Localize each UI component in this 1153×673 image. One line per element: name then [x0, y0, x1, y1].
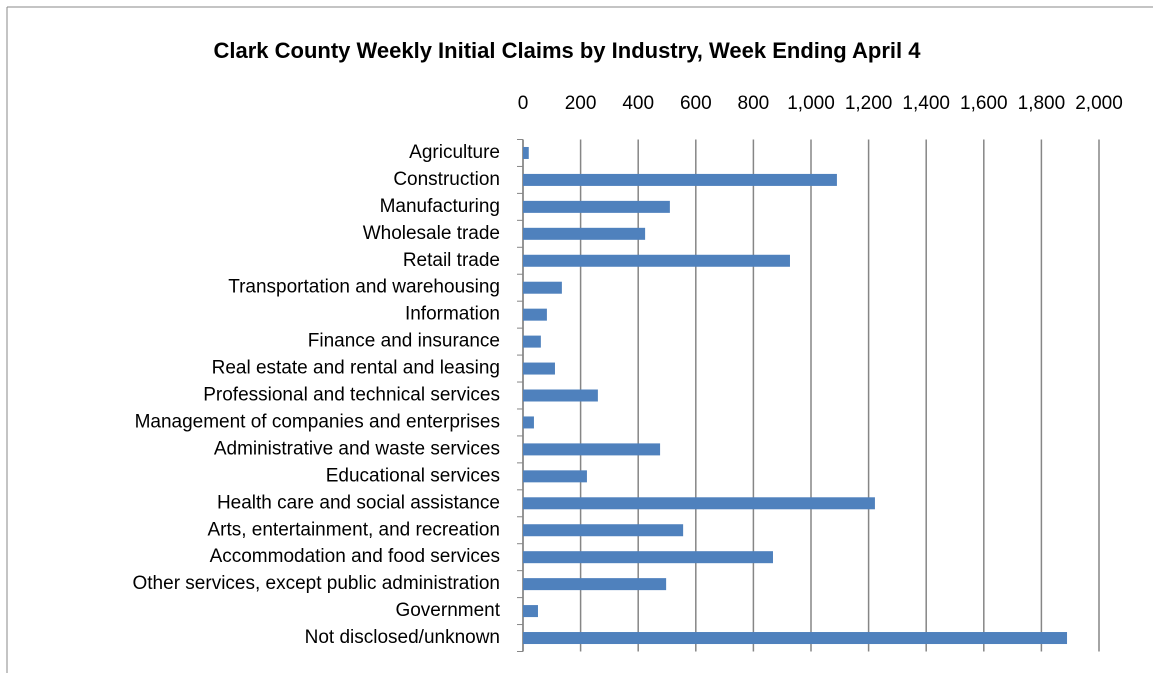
y-tick-label: Not disclosed/unknown	[305, 627, 500, 648]
bar	[523, 524, 684, 537]
y-tick-label: Other services, except public administra…	[133, 573, 501, 594]
x-tick-label: 600	[680, 93, 712, 114]
x-tick-label: 1,600	[960, 93, 1008, 114]
bar	[523, 200, 670, 213]
bar	[523, 254, 790, 267]
bar	[523, 578, 667, 591]
y-tick-label: Real estate and rental and leasing	[212, 358, 500, 379]
y-tick-label: Construction	[393, 169, 500, 190]
bar	[523, 605, 538, 618]
bar	[523, 497, 875, 510]
y-tick-label: Finance and insurance	[308, 331, 500, 352]
y-tick-label: Agriculture	[409, 142, 500, 163]
bar	[523, 146, 529, 159]
y-tick-label: Professional and technical services	[203, 385, 500, 406]
chart-title: Clark County Weekly Initial Claims by In…	[213, 38, 921, 63]
y-tick-label: Wholesale trade	[363, 223, 500, 244]
bar	[523, 632, 1068, 645]
bar	[523, 389, 598, 402]
x-tick-label: 400	[622, 93, 654, 114]
bar	[523, 173, 837, 186]
x-tick-label: 0	[518, 93, 529, 114]
x-tick-label: 1,400	[902, 93, 950, 114]
y-tick-label: Government	[395, 600, 500, 621]
y-tick-label: Manufacturing	[380, 196, 500, 217]
y-tick-label: Educational services	[326, 465, 500, 486]
x-tick-label: 1,000	[787, 93, 835, 114]
x-tick-label: 2,000	[1075, 93, 1123, 114]
bar	[523, 470, 587, 483]
y-tick-label: Retail trade	[403, 250, 500, 271]
bar	[523, 281, 562, 294]
x-tick-label: 200	[565, 93, 597, 114]
x-tick-label: 800	[738, 93, 770, 114]
y-tick-label: Transportation and warehousing	[228, 277, 500, 298]
bar	[523, 443, 661, 456]
x-tick-label: 1,800	[1018, 93, 1066, 114]
bar	[523, 551, 773, 564]
y-tick-label: Information	[405, 304, 500, 325]
y-tick-label: Management of companies and enterprises	[135, 411, 500, 432]
y-tick-label: Administrative and waste services	[214, 438, 500, 459]
bar	[523, 308, 547, 321]
bar	[523, 416, 534, 429]
bar	[523, 362, 555, 375]
y-tick-label: Arts, entertainment, and recreation	[207, 519, 500, 540]
bar	[523, 335, 541, 348]
y-tick-label: Health care and social assistance	[217, 492, 500, 513]
y-tick-label: Accommodation and food services	[210, 546, 500, 567]
bar	[523, 227, 646, 240]
x-tick-label: 1,200	[845, 93, 893, 114]
